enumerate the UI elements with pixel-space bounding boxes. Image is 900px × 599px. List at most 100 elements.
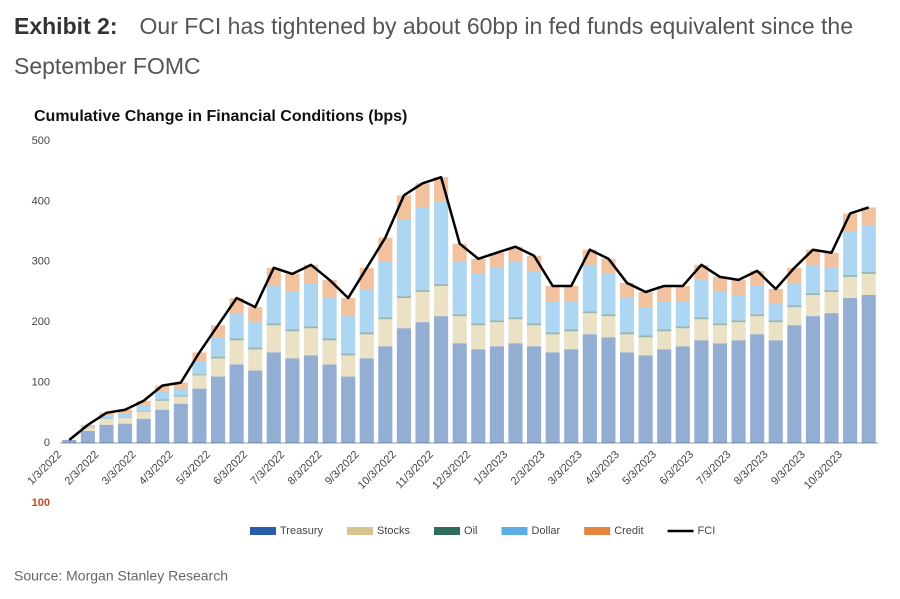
bar (564, 331, 579, 350)
header-title: Our FCI has tightened by about 60bp in f… (14, 13, 853, 79)
bar (229, 340, 244, 365)
bar (619, 298, 635, 333)
bar (155, 409, 170, 443)
y-tick-label: 200 (32, 316, 50, 328)
x-tick-label: 4/3/2022 (137, 449, 176, 488)
bar (601, 337, 616, 443)
y-tick-label: 400 (32, 195, 50, 207)
bar (843, 213, 858, 232)
legend-label: Dollar (531, 525, 560, 537)
bar (248, 347, 263, 350)
bar (805, 293, 820, 296)
bar (378, 261, 393, 318)
bar (99, 424, 114, 443)
bar (359, 267, 374, 289)
x-tick-label: 12/3/2022 (430, 449, 473, 492)
bar (303, 355, 319, 443)
bar (192, 352, 207, 362)
y-min-label: 100 (32, 497, 50, 509)
x-tick-label: 6/3/2023 (657, 449, 696, 488)
x-tick-label: 8/3/2022 (286, 449, 325, 488)
bar (657, 349, 672, 443)
legend-swatch (434, 527, 461, 535)
bar (136, 405, 151, 411)
bar (619, 332, 635, 335)
bar (731, 279, 746, 296)
legend-swatch (584, 527, 611, 535)
bar (471, 273, 486, 324)
bar (415, 207, 430, 291)
bar (396, 328, 411, 443)
legend-label: Credit (614, 525, 643, 537)
bar (434, 285, 449, 317)
bar (582, 313, 597, 335)
bar (675, 328, 690, 347)
bar (601, 314, 616, 317)
bar (545, 301, 560, 333)
bar (396, 296, 411, 299)
bar (675, 346, 690, 443)
bar (805, 264, 820, 294)
bar (136, 418, 151, 443)
bar (731, 340, 746, 443)
bar (619, 352, 635, 443)
bar (415, 322, 430, 443)
bar (601, 316, 616, 338)
bar (303, 282, 319, 327)
bar (861, 295, 876, 443)
bar (173, 382, 188, 389)
bar (489, 322, 504, 347)
bar (508, 261, 523, 318)
bar (675, 301, 690, 327)
bar (675, 326, 690, 329)
y-tick-label: 500 (32, 135, 50, 147)
y-tick-label: 0 (44, 437, 50, 449)
bar (582, 249, 597, 265)
y-tick-label: 300 (32, 256, 50, 268)
bar (731, 295, 746, 321)
bar (768, 304, 783, 321)
bar (322, 338, 337, 341)
bar (210, 376, 226, 443)
bar (619, 282, 635, 299)
bar (694, 319, 709, 341)
x-tick-label: 6/3/2022 (211, 449, 250, 488)
bar (545, 334, 560, 353)
bar (657, 331, 672, 350)
bar (843, 298, 858, 443)
bar (452, 243, 467, 262)
bar (192, 375, 207, 389)
bar (248, 370, 263, 443)
legend-label: Oil (464, 525, 477, 537)
bar (99, 418, 114, 425)
bar (248, 349, 263, 371)
x-tick-label: 1/3/2023 (472, 449, 511, 488)
bar (564, 285, 579, 302)
x-tick-label: 5/3/2022 (174, 449, 213, 488)
bar (210, 337, 226, 357)
bar (322, 364, 337, 443)
bar (285, 273, 300, 292)
bar (489, 320, 504, 323)
bar (173, 395, 188, 397)
bar (285, 358, 300, 443)
bar (805, 249, 820, 265)
bar (824, 290, 839, 292)
bar (415, 292, 430, 323)
bar (99, 412, 114, 416)
x-tick-label: 7/3/2022 (248, 449, 287, 488)
x-tick-label: 9/3/2023 (769, 449, 808, 488)
bar (843, 231, 858, 276)
bar (359, 358, 374, 443)
bar (564, 349, 579, 443)
bar (750, 316, 765, 335)
bar (768, 340, 783, 443)
bar (118, 409, 133, 414)
bar (712, 323, 728, 326)
bar (322, 298, 337, 339)
bar (322, 279, 337, 299)
bar (768, 320, 783, 323)
bar (341, 316, 356, 354)
exhibit-label: Exhibit 2: (14, 13, 118, 39)
